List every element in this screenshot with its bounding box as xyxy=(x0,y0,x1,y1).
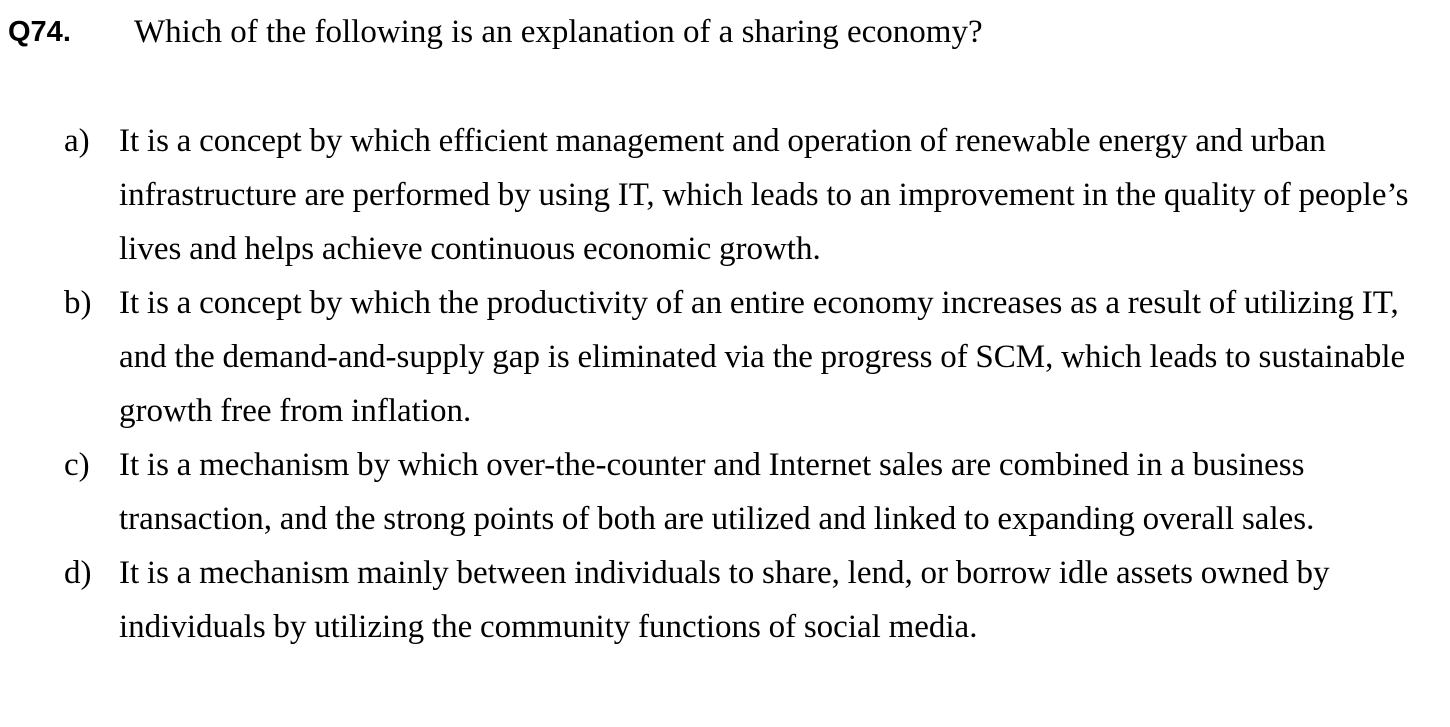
option-d-label: d) xyxy=(64,555,92,591)
option-a-text: It is a concept by which efficient manag… xyxy=(119,123,1409,267)
option-b-text: It is a concept by which the productivit… xyxy=(119,285,1406,429)
option-c-text: It is a mechanism by which over-the-coun… xyxy=(119,447,1315,537)
option-d-text: It is a mechanism mainly between individ… xyxy=(119,555,1330,645)
option-d: d) It is a mechanism mainly between indi… xyxy=(0,546,1450,654)
option-c: c) It is a mechanism by which over-the-c… xyxy=(0,438,1450,546)
answer-options: a) It is a concept by which efficient ma… xyxy=(0,114,1450,654)
option-c-label: c) xyxy=(64,447,90,483)
option-a-label: a) xyxy=(64,123,90,159)
question-number: Q74. xyxy=(8,16,71,48)
option-b-label: b) xyxy=(64,285,92,321)
question-text: Which of the following is an explanation… xyxy=(134,14,983,50)
option-a: a) It is a concept by which efficient ma… xyxy=(0,114,1450,276)
option-b: b) It is a concept by which the producti… xyxy=(0,276,1450,438)
